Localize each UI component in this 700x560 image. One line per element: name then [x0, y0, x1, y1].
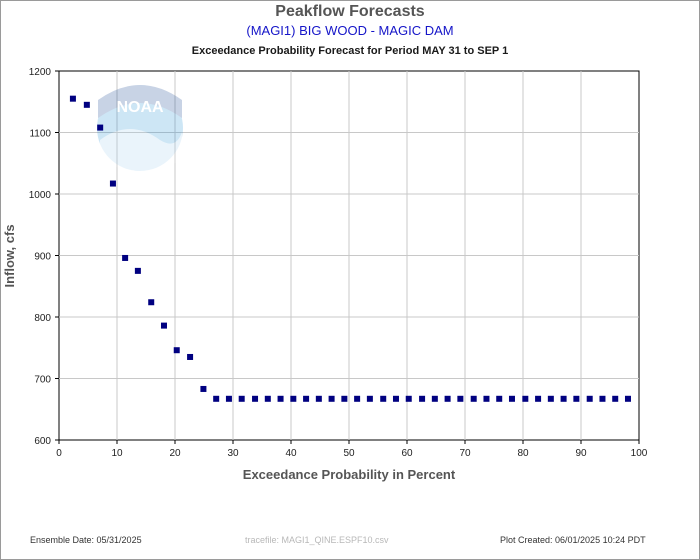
data-point: [624, 395, 631, 402]
data-point: [238, 395, 245, 402]
data-point: [303, 395, 310, 402]
data-point: [69, 95, 76, 102]
data-point: [83, 101, 90, 108]
data-point: [470, 395, 477, 402]
y-tick-label: 900: [34, 252, 51, 263]
x-tick-label: 100: [631, 448, 648, 459]
data-point: [97, 124, 104, 131]
data-point: [612, 395, 619, 402]
x-tick-label: 60: [401, 448, 413, 459]
y-tick-label: 800: [34, 313, 51, 324]
y-tick-label: 1200: [29, 67, 52, 78]
data-point: [366, 395, 373, 402]
data-point: [560, 395, 567, 402]
y-axis-label: Inflow, cfs: [2, 224, 17, 287]
data-point: [109, 180, 116, 187]
data-point: [444, 395, 451, 402]
y-tick-label: 600: [34, 436, 51, 447]
x-tick-label: 40: [285, 448, 297, 459]
y-tick-label: 1100: [29, 129, 51, 140]
data-point: [277, 395, 284, 402]
data-point: [225, 395, 232, 402]
data-point: [496, 395, 503, 402]
y-tick-label: 700: [34, 375, 51, 386]
ensemble-date: Ensemble Date: 05/31/2025: [30, 535, 142, 545]
data-point: [134, 267, 141, 274]
data-point: [315, 395, 322, 402]
data-points: [69, 95, 631, 402]
data-point: [213, 395, 220, 402]
data-point: [457, 395, 464, 402]
data-point: [547, 395, 554, 402]
data-point: [380, 395, 387, 402]
plot-created: Plot Created: 06/01/2025 10:24 PDT: [500, 535, 646, 545]
tracefile-label: tracefile: MAGI1_QINE.ESPF10.csv: [245, 535, 389, 545]
data-point: [173, 347, 180, 354]
data-point: [341, 395, 348, 402]
data-point: [508, 395, 515, 402]
data-point: [431, 395, 438, 402]
x-tick-label: 10: [111, 448, 123, 459]
x-axis-label: Exceedance Probability in Percent: [243, 467, 456, 482]
data-point: [200, 385, 207, 392]
data-point: [483, 395, 490, 402]
x-tick-label: 80: [517, 448, 529, 459]
data-point: [160, 322, 167, 329]
x-tick-label: 0: [56, 448, 62, 459]
axis-ticks: 0 10 20 30 40 50 60 70 80 90 100 600 700 800 900 1000 11…: [29, 67, 648, 459]
data-point: [264, 395, 271, 402]
data-point: [290, 395, 297, 402]
data-point: [573, 395, 580, 402]
data-point: [148, 299, 155, 306]
noaa-logo: NOAA: [97, 85, 183, 171]
data-point: [122, 254, 129, 261]
grid: [59, 71, 639, 440]
data-point: [522, 395, 529, 402]
x-tick-label: 70: [459, 448, 471, 459]
data-point: [187, 353, 194, 360]
x-tick-label: 50: [343, 448, 355, 459]
period-subtitle: Exceedance Probability Forecast for Peri…: [191, 45, 509, 57]
x-tick-label: 20: [169, 448, 181, 459]
data-point: [328, 395, 335, 402]
chart-title: Peakflow Forecasts: [275, 3, 425, 20]
data-point: [535, 395, 542, 402]
data-point: [252, 395, 259, 402]
x-tick-label: 90: [575, 448, 587, 459]
data-point: [392, 395, 399, 402]
x-tick-label: 30: [227, 448, 239, 459]
data-point: [354, 395, 361, 402]
data-point: [405, 395, 412, 402]
data-point: [586, 395, 593, 402]
station-title: (MAGI1) BIG WOOD - MAGIC DAM: [246, 23, 454, 38]
data-point: [419, 395, 426, 402]
data-point: [599, 395, 606, 402]
y-tick-label: 1000: [29, 190, 52, 201]
logo-text: NOAA: [116, 99, 164, 116]
